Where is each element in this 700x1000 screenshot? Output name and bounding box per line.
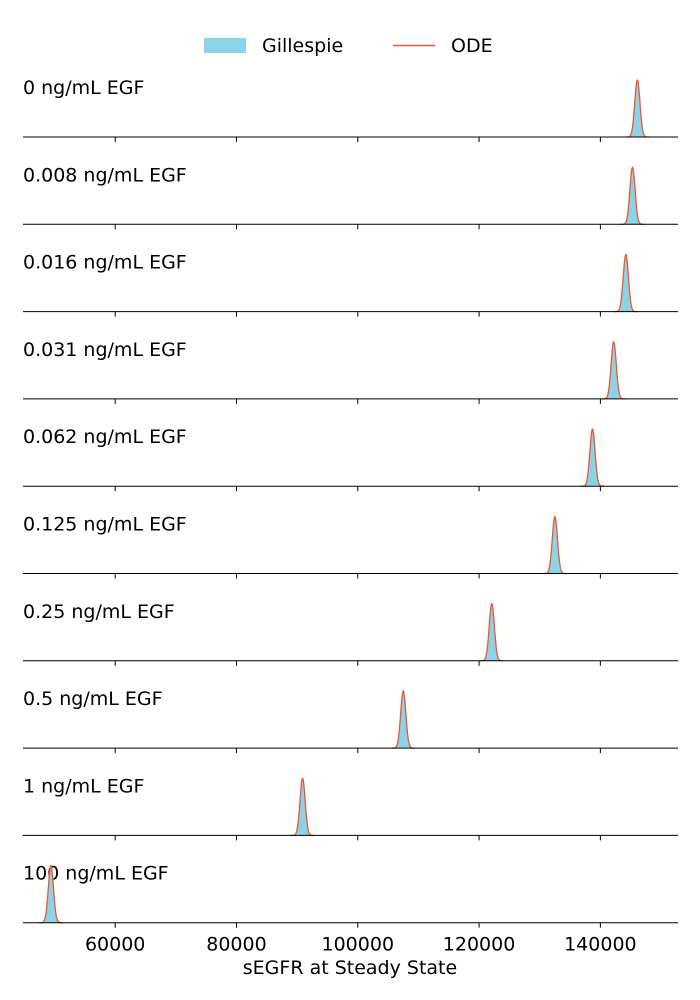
gillespie-density-0	[625, 81, 650, 137]
legend-label-gillespie: Gillespie	[262, 35, 343, 57]
panel-label: 0 ng/mL EGF	[23, 77, 144, 99]
panel-label: 100 ng/mL EGF	[23, 863, 169, 885]
panel-0: 0 ng/mL EGF	[23, 77, 678, 142]
panel-3: 0.031 ng/mL EGF	[23, 339, 678, 404]
ode-curve-3	[602, 340, 626, 400]
legend-swatch-gillespie	[204, 38, 246, 53]
panel-4: 0.062 ng/mL EGF	[23, 426, 678, 492]
panel-label: 0.062 ng/mL EGF	[23, 426, 187, 448]
ode-curve-5	[543, 515, 567, 575]
ode-curve-7	[391, 690, 415, 749]
gillespie-density-3	[602, 342, 626, 399]
panel-6: 0.25 ng/mL EGF	[23, 601, 678, 666]
x-axis-label: sEGFR at Steady State	[243, 957, 457, 979]
ode-curve-9	[39, 864, 63, 924]
gillespie-density-1	[620, 168, 645, 225]
ode-curve-2	[614, 253, 638, 313]
ode-curve-1	[620, 166, 645, 225]
x-tick-label: 140000	[564, 934, 637, 956]
legend-label-ode: ODE	[451, 35, 493, 57]
panel-label: 0.125 ng/mL EGF	[23, 514, 187, 536]
panel-2: 0.016 ng/mL EGF	[23, 252, 678, 317]
ode-curve-0	[625, 78, 650, 138]
gillespie-density-5	[543, 517, 567, 574]
x-tick-label: 80000	[206, 934, 266, 956]
gillespie-density-2	[614, 255, 638, 312]
panel-8: 1 ng/mL EGF	[23, 775, 678, 841]
gillespie-density-9	[39, 866, 63, 923]
panel-label: 0.031 ng/mL EGF	[23, 339, 187, 361]
ode-curve-6	[480, 602, 504, 662]
gillespie-density-8	[290, 779, 315, 836]
gillespie-density-6	[480, 604, 504, 661]
panel-9: 100 ng/mL EGF	[23, 863, 678, 928]
panel-7: 0.5 ng/mL EGF	[23, 688, 678, 754]
x-axis: 60000 80000 100000 120000 140000	[85, 934, 637, 956]
panel-5: 0.125 ng/mL EGF	[23, 514, 678, 579]
panel-label: 0.016 ng/mL EGF	[23, 252, 187, 274]
panel-label: 1 ng/mL EGF	[23, 775, 144, 797]
panel-1: 0.008 ng/mL EGF	[23, 164, 678, 230]
panel-label: 0.25 ng/mL EGF	[23, 601, 175, 623]
panel-label: 0.008 ng/mL EGF	[23, 164, 187, 186]
x-tick-label: 60000	[85, 934, 145, 956]
panel-label: 0.5 ng/mL EGF	[23, 688, 163, 710]
legend: Gillespie ODE	[204, 35, 493, 57]
ode-curve-4	[580, 428, 605, 487]
ode-curve-8	[290, 777, 315, 837]
x-tick-label: 120000	[443, 934, 516, 956]
x-tick-label: 100000	[322, 934, 395, 956]
gillespie-density-4	[580, 430, 605, 487]
gillespie-density-7	[391, 692, 415, 749]
panels: 0 ng/mL EGF 0.008 ng/mL EGF 0.016 ng/mL EG…	[23, 77, 678, 928]
